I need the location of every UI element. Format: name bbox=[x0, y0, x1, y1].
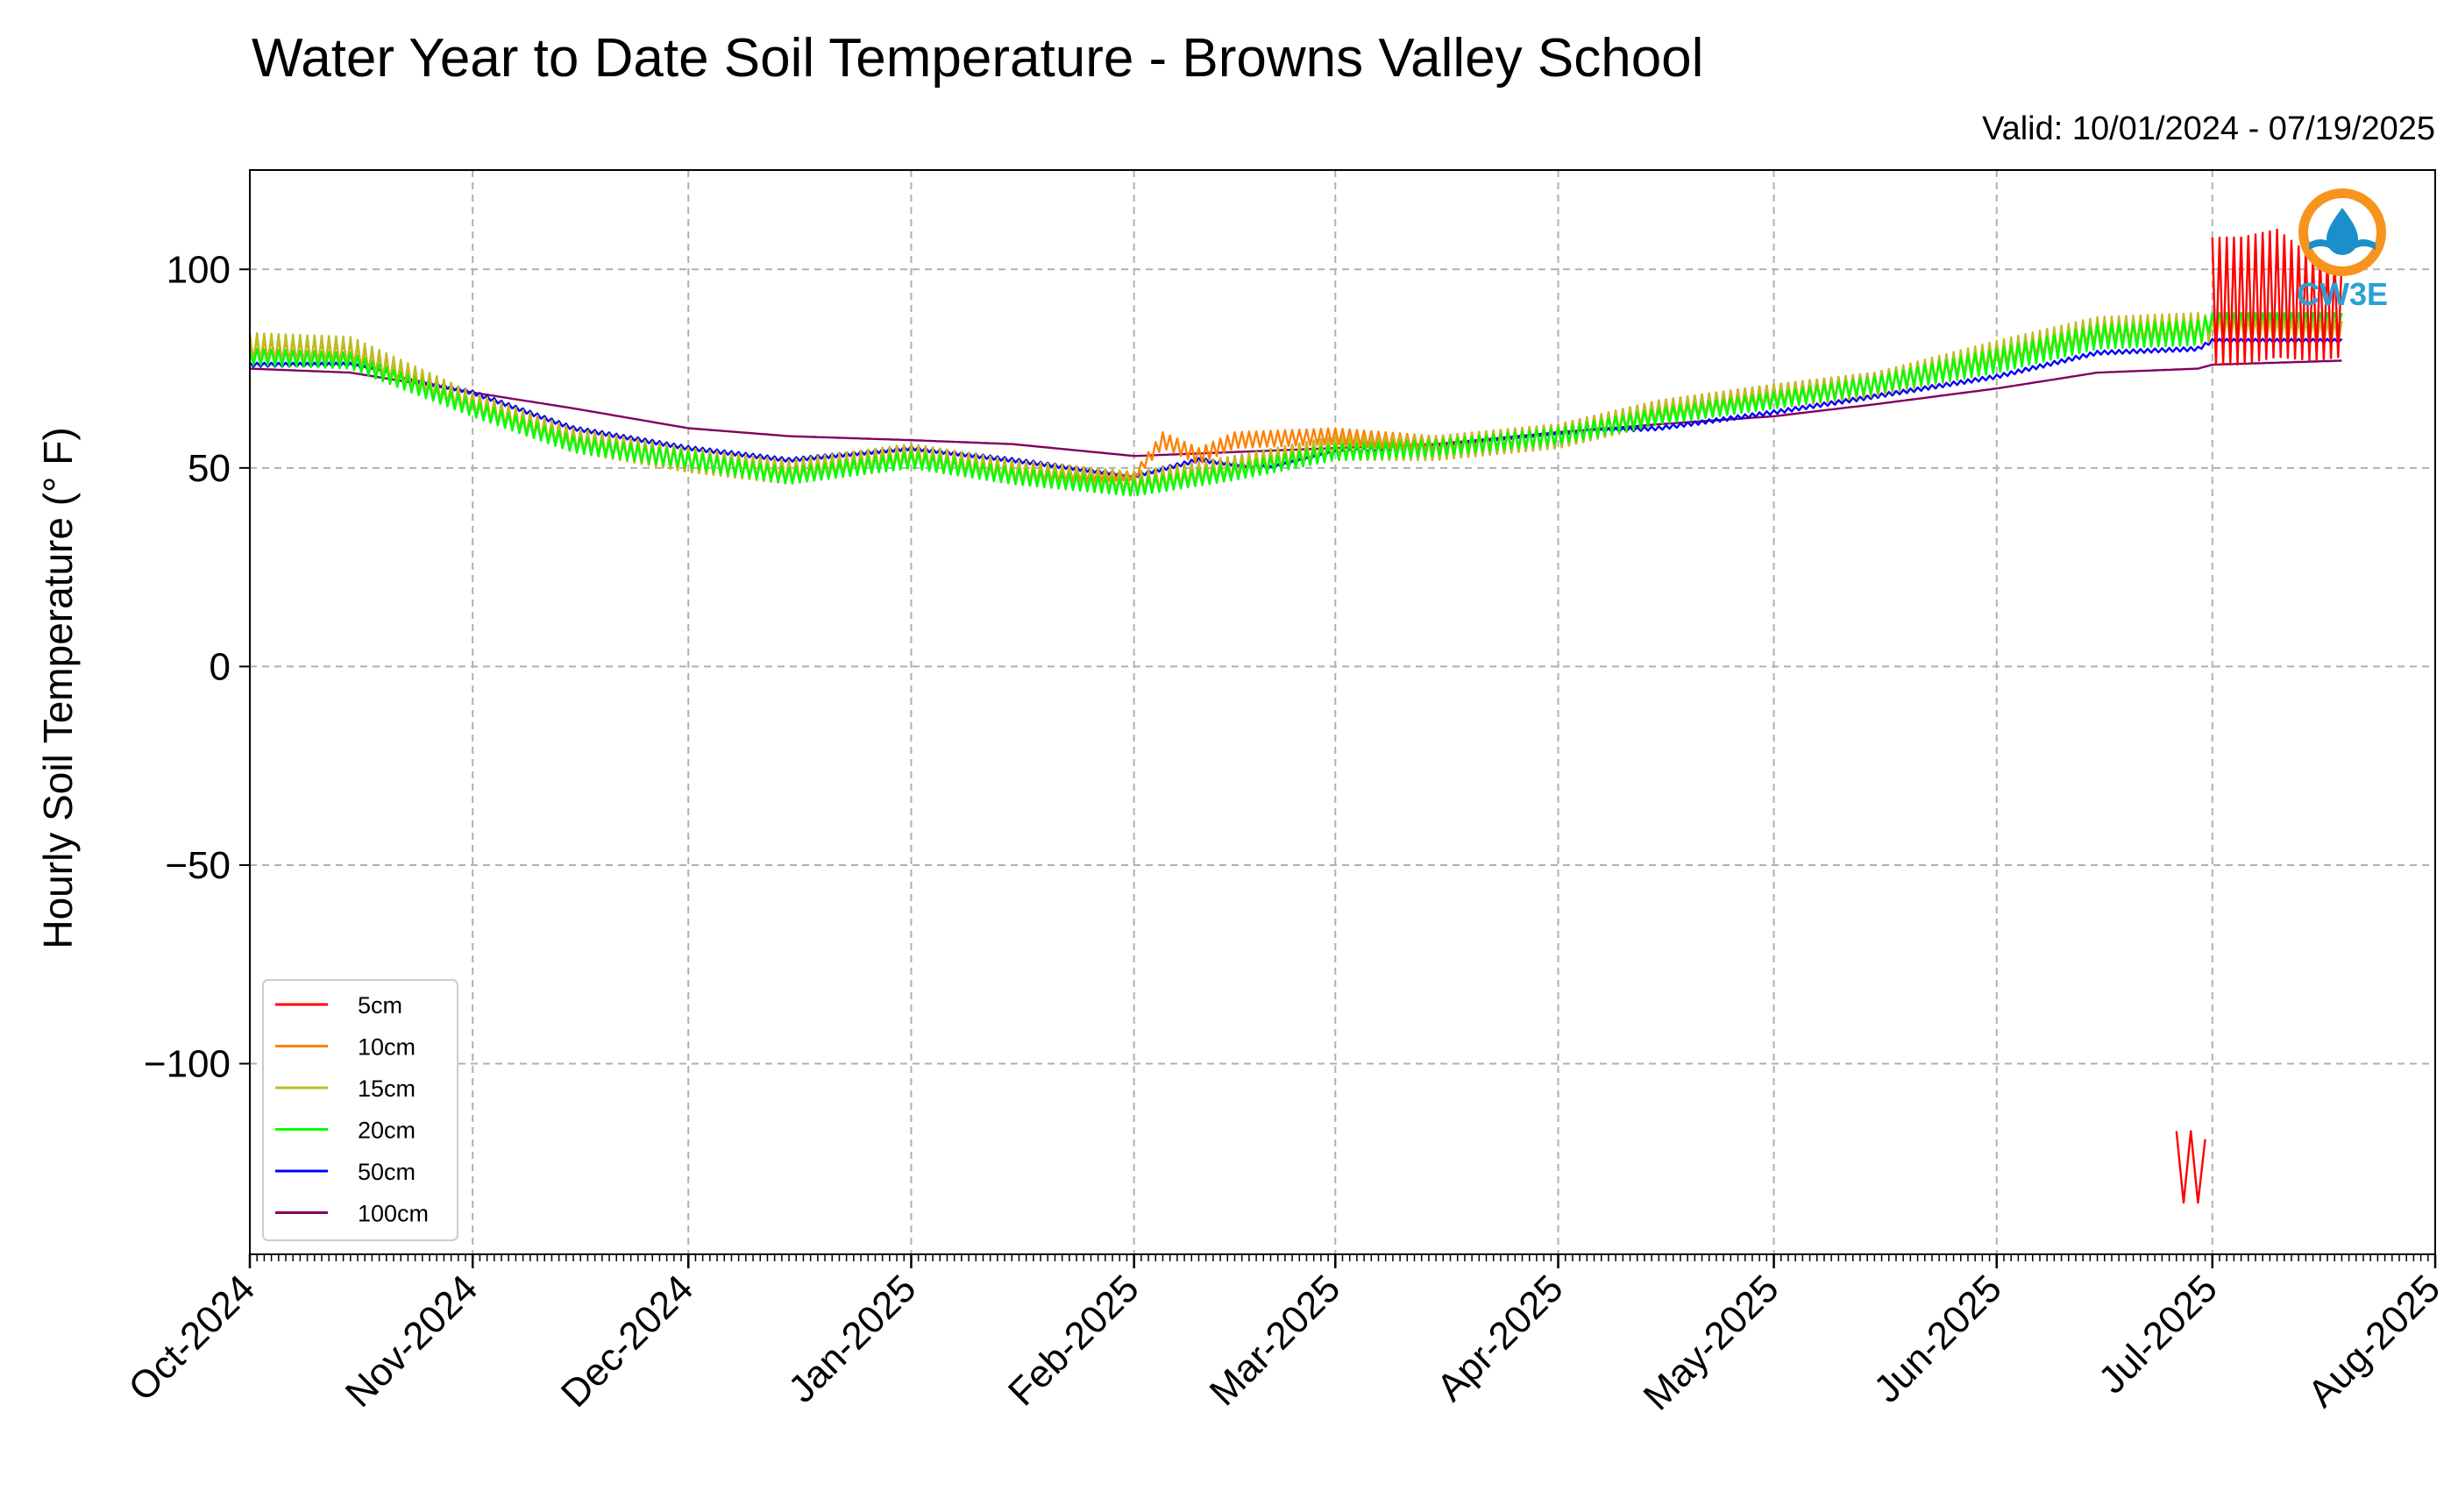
legend-label: 10cm bbox=[358, 1034, 416, 1061]
water-drop-icon bbox=[2327, 208, 2358, 255]
x-tick-label: Jun-2025 bbox=[1865, 1267, 2009, 1410]
legend: 5cm 10cm 15cm 20cm 50cm 100cm bbox=[262, 979, 458, 1241]
y-tick-label: 100 bbox=[167, 248, 231, 291]
y-tick-label: −100 bbox=[144, 1043, 231, 1086]
grid-lines bbox=[249, 170, 2436, 1254]
legend-label: 5cm bbox=[358, 992, 402, 1019]
y-tick-label: −50 bbox=[165, 844, 231, 887]
x-tick-label: May-2025 bbox=[1636, 1267, 1787, 1418]
legend-label: 20cm bbox=[358, 1118, 416, 1144]
legend-label: 100cm bbox=[358, 1201, 429, 1227]
y-tick-label: 50 bbox=[188, 447, 231, 490]
x-tick-label: Feb-2025 bbox=[1000, 1267, 1147, 1414]
x-axis: Oct-2024 Nov-2024 Dec-2024 Jan-2025 Feb-2025… bbox=[120, 1254, 2448, 1418]
y-axis-label: Hourly Soil Temperature (° F) bbox=[35, 427, 81, 948]
legend-label: 50cm bbox=[358, 1159, 416, 1185]
x-tick-label: Mar-2025 bbox=[1202, 1267, 1349, 1414]
x-tick-label: Jul-2025 bbox=[2091, 1267, 2226, 1402]
y-axis: 100 50 0 −50 −100 bbox=[144, 248, 250, 1086]
x-tick-label: Jan-2025 bbox=[780, 1267, 924, 1410]
x-tick-label: Dec-2024 bbox=[553, 1267, 702, 1416]
logo-waves bbox=[2309, 239, 2376, 253]
legend-label: 15cm bbox=[358, 1075, 416, 1102]
y-tick-label: 0 bbox=[210, 645, 231, 688]
cw3e-logo: CW3E bbox=[2297, 188, 2388, 312]
x-tick-label: Aug-2025 bbox=[2299, 1267, 2448, 1416]
valid-date-range: Valid: 10/01/2024 - 07/19/2025 bbox=[1982, 110, 2435, 147]
series-line-100cm bbox=[249, 359, 2342, 458]
logo-text: CW3E bbox=[2297, 276, 2388, 312]
series-layer bbox=[248, 228, 2343, 1204]
chart-title: Water Year to Date Soil Temperature - Br… bbox=[252, 28, 1703, 89]
x-tick-label: Apr-2025 bbox=[1429, 1267, 1572, 1409]
x-tick-label: Oct-2024 bbox=[120, 1267, 263, 1409]
series-line-5cm-outlier-a bbox=[2175, 1130, 2206, 1204]
x-tick-label: Nov-2024 bbox=[337, 1267, 487, 1416]
series-line-20cm bbox=[248, 311, 2343, 497]
